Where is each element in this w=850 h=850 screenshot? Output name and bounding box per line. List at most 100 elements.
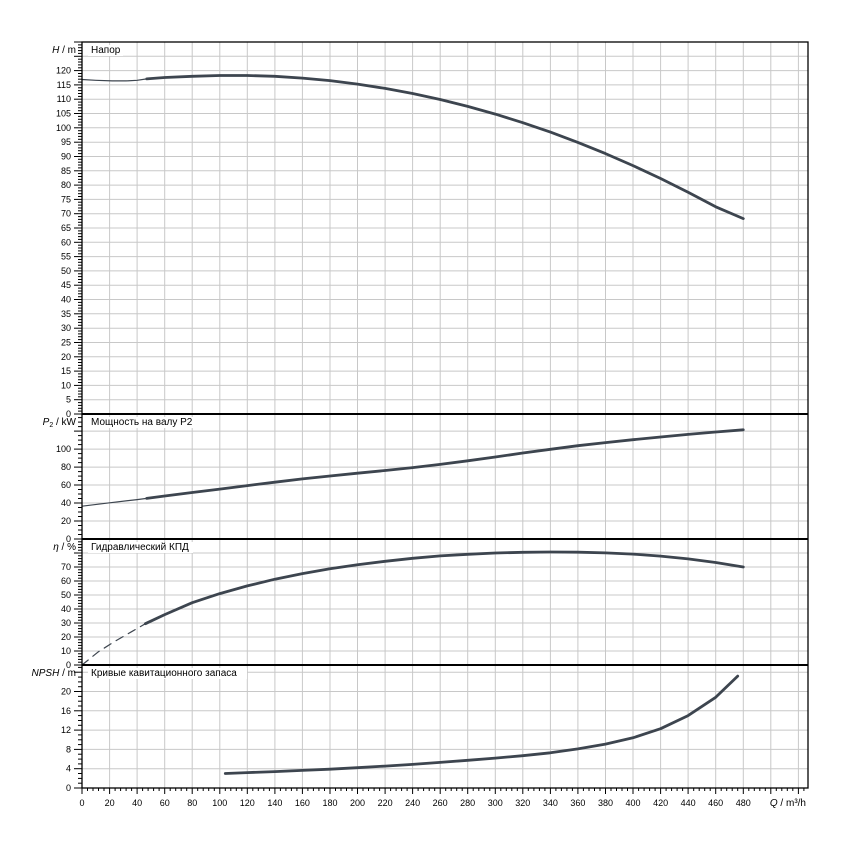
x-tick-label: 40 (132, 798, 142, 808)
power-chart-title: Мощность на валу P2 (91, 417, 193, 428)
y-tick-label: 95 (61, 137, 71, 147)
head-axis-label: H / m (52, 45, 76, 56)
npsh-chart-title: Кривые кавитационного запаса (91, 668, 237, 679)
chart-titles: Напор Мощность на валу P2 Гидравлический… (91, 45, 237, 679)
tick-labels-layer: 0510152025303540455055606570758085909510… (56, 66, 751, 808)
npsh-curve (223, 674, 740, 775)
y-tick-label: 50 (61, 266, 71, 276)
y-tick-label: 0 (66, 783, 71, 793)
y-tick-label: 60 (61, 480, 71, 490)
axis-name-labels: H / m P2 / kW η / % NPSH / m Q / m³/h (32, 45, 806, 809)
x-tick-label: 400 (625, 798, 640, 808)
title-bg (88, 45, 123, 56)
npsh-axis-label: NPSH / m (32, 668, 76, 679)
y-tick-label: 115 (57, 80, 71, 90)
efficiency-curve (143, 550, 745, 626)
y-tick-label: 50 (61, 590, 71, 600)
x-tick-label: 340 (543, 798, 558, 808)
x-tick-label: 60 (160, 798, 170, 808)
power-axis-label: P2 / kW (43, 417, 77, 429)
head-curve (145, 74, 745, 221)
y-tick-label: 30 (61, 323, 71, 333)
head-curve-thin (81, 78, 148, 82)
y-tick-label: 70 (61, 562, 71, 572)
x-tick-label: 160 (295, 798, 310, 808)
y-tick-label: 40 (61, 604, 71, 614)
y-tick-label: 100 (56, 444, 71, 454)
ticks-layer (74, 41, 805, 794)
x-tick-label: 460 (708, 798, 723, 808)
head-chart-title: Напор (91, 45, 121, 56)
y-tick-label: 30 (61, 618, 71, 628)
y-tick-label: 20 (61, 352, 71, 362)
y-tick-label: 100 (56, 123, 71, 133)
x-tick-label: 440 (681, 798, 696, 808)
x-tick-label: 360 (570, 798, 585, 808)
y-tick-label: 20 (61, 516, 71, 526)
curves-layer (81, 74, 745, 775)
y-tick-label: 40 (61, 295, 71, 305)
efficiency-curve-dashed (81, 623, 146, 666)
title-bg (88, 417, 199, 428)
y-tick-label: 4 (66, 764, 71, 774)
x-tick-label: 20 (105, 798, 115, 808)
generated-chart-layers: 0510152025303540455055606570758085909510… (56, 41, 809, 808)
y-tick-label: 0 (66, 660, 71, 670)
x-tick-label: 320 (515, 798, 530, 808)
x-tick-label: 300 (488, 798, 503, 808)
x-tick-label: 180 (322, 798, 337, 808)
y-tick-label: 20 (61, 687, 71, 697)
y-tick-label: 70 (61, 209, 71, 219)
y-tick-label: 120 (56, 66, 71, 76)
x-tick-label: 380 (598, 798, 613, 808)
x-tick-label: 260 (433, 798, 448, 808)
x-tick-label: 220 (378, 798, 393, 808)
y-tick-label: 105 (56, 109, 71, 119)
y-tick-label: 0 (66, 409, 71, 419)
y-tick-label: 85 (61, 166, 71, 176)
y-tick-label: 20 (61, 632, 71, 642)
y-tick-label: 55 (61, 252, 71, 262)
y-tick-label: 80 (61, 180, 71, 190)
y-tick-label: 10 (61, 646, 71, 656)
x-tick-label: 280 (460, 798, 475, 808)
y-tick-label: 25 (61, 338, 71, 348)
x-tick-label: 100 (212, 798, 227, 808)
y-tick-label: 0 (66, 534, 71, 544)
y-tick-label: 16 (61, 706, 71, 716)
y-tick-label: 90 (61, 152, 71, 162)
y-tick-label: 60 (61, 576, 71, 586)
title-bg (88, 668, 247, 679)
power-curve-thin (81, 497, 148, 507)
y-tick-label: 10 (61, 380, 71, 390)
power-curve (145, 428, 745, 500)
x-tick-label: 120 (240, 798, 255, 808)
x-tick-label: 140 (267, 798, 282, 808)
x-tick-label: 80 (187, 798, 197, 808)
y-tick-label: 60 (61, 237, 71, 247)
y-tick-label: 5 (66, 395, 71, 405)
y-tick-label: 40 (61, 498, 71, 508)
x-tick-label: 200 (350, 798, 365, 808)
title-bg-layer (88, 45, 247, 679)
x-tick-label: 420 (653, 798, 668, 808)
x-tick-label: 0 (79, 798, 84, 808)
y-tick-label: 45 (61, 280, 71, 290)
x-tick-label: 240 (405, 798, 420, 808)
y-tick-label: 65 (61, 223, 71, 233)
flow-axis-label: Q / m³/h (770, 798, 806, 809)
y-tick-label: 110 (57, 94, 71, 104)
title-bg (88, 542, 193, 553)
efficiency-chart-title: Гидравлический КПД (91, 542, 189, 553)
y-tick-label: 8 (66, 744, 71, 754)
frame-layer (81, 41, 809, 789)
y-tick-label: 15 (61, 366, 71, 376)
efficiency-axis-label: η / % (53, 542, 76, 553)
x-tick-label: 480 (736, 798, 751, 808)
y-tick-label: 35 (61, 309, 71, 319)
y-tick-label: 80 (61, 462, 71, 472)
y-tick-label: 12 (61, 725, 71, 735)
y-tick-label: 75 (61, 194, 71, 204)
